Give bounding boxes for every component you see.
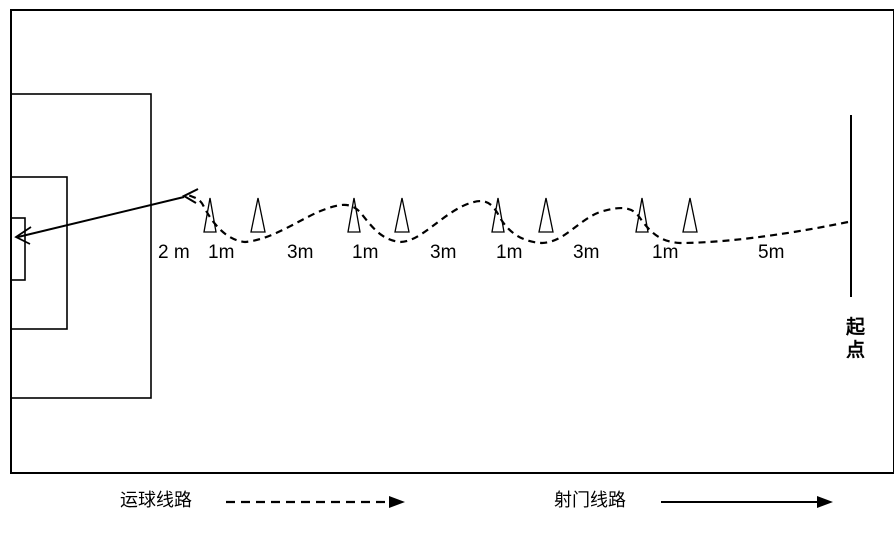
- legend-shot-arrowhead: [817, 496, 833, 508]
- cone: [203, 197, 217, 233]
- goal: [10, 217, 26, 281]
- shot-arrowhead: [14, 226, 32, 245]
- cone: [347, 197, 361, 233]
- start-label-char: 点: [846, 339, 865, 361]
- cones: [203, 197, 698, 233]
- shot-route: [17, 196, 185, 238]
- legend-dribble-arrowhead: [389, 496, 405, 508]
- legend-dribble-label: 运球线路: [120, 490, 192, 511]
- cone: [682, 197, 698, 233]
- goal-area: [10, 176, 68, 330]
- legend: 运球线路 射门线路: [120, 490, 833, 511]
- distance-label: 3m: [287, 242, 313, 263]
- distance-label: 1m: [352, 242, 378, 263]
- dribble-route: [187, 193, 849, 245]
- cone: [394, 197, 410, 233]
- cone: [250, 197, 266, 233]
- legend-shot-label: 射门线路: [554, 490, 626, 511]
- penalty-area: [10, 93, 152, 399]
- distance-label: 5m: [758, 242, 784, 263]
- distance-label: 3m: [430, 242, 456, 263]
- distance-label: 1m: [652, 242, 678, 263]
- cone: [491, 197, 505, 233]
- distance-label: 2 m: [158, 242, 190, 263]
- distance-label: 1m: [208, 242, 234, 263]
- distance-label: 1m: [496, 242, 522, 263]
- start-label-char: 起: [845, 316, 866, 338]
- dribble-arrowhead: [181, 188, 199, 204]
- distance-label: 3m: [573, 242, 599, 263]
- cone: [538, 197, 554, 233]
